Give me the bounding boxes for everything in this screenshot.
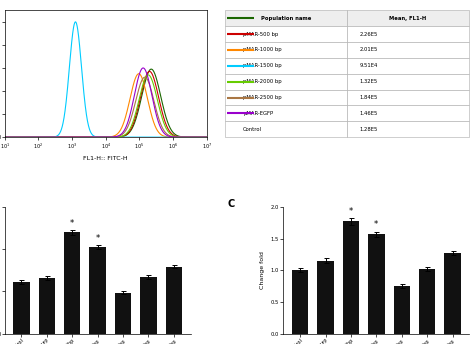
Bar — [64, 232, 81, 334]
Bar — [90, 247, 106, 334]
Bar — [343, 222, 359, 334]
Bar — [317, 261, 334, 334]
Bar — [368, 234, 384, 334]
Bar — [38, 278, 55, 334]
Text: *: * — [374, 220, 378, 229]
Text: *: * — [349, 207, 353, 216]
Bar — [13, 282, 30, 334]
Bar — [140, 277, 157, 334]
Bar — [444, 253, 461, 334]
Text: *: * — [96, 234, 100, 243]
Bar — [393, 286, 410, 334]
Text: C: C — [228, 199, 235, 209]
X-axis label: FL1-H:: FITC-H: FL1-H:: FITC-H — [83, 156, 128, 161]
Bar — [165, 267, 182, 334]
Bar — [115, 293, 131, 334]
Bar — [292, 270, 309, 334]
Bar — [419, 269, 436, 334]
Text: *: * — [70, 218, 74, 228]
Y-axis label: Change fold: Change fold — [260, 251, 265, 289]
